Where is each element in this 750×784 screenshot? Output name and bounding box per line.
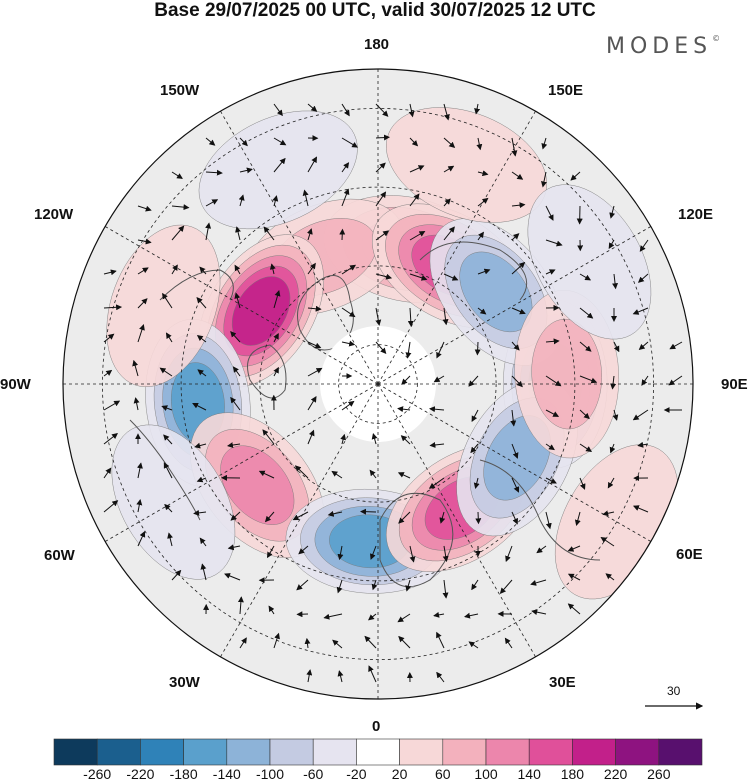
colorbar-bin-0	[54, 739, 97, 765]
colorbar-tick-label: 180	[561, 766, 584, 782]
lon-label-60e: 60E	[676, 546, 703, 563]
colorbar-tick-label: -180	[170, 766, 198, 782]
lon-label-30e: 30E	[549, 674, 576, 691]
colorbar-tick-labels: -260 -220 -180 -140 -100 -60 -20 20 60 100 140 180 2…	[0, 766, 750, 784]
wind-vector-107	[477, 342, 478, 355]
colorbar-tick-label: 60	[435, 766, 451, 782]
colorbar-tick-label: -260	[83, 766, 111, 782]
lon-label-30w: 30W	[169, 674, 200, 691]
lon-label-150w: 150W	[160, 82, 199, 99]
colorbar-tick-label: -220	[126, 766, 154, 782]
colorbar-tick-label: 20	[392, 766, 408, 782]
lon-label-120w: 120W	[34, 206, 73, 223]
colorbar-bin-6	[313, 739, 356, 765]
colorbar-tick-label: 100	[474, 766, 497, 782]
brand-logo: MODES©	[606, 34, 720, 59]
page-title: Base 29/07/2025 00 UTC, valid 30/07/2025…	[0, 0, 750, 22]
colorbar-tick-label: 260	[647, 766, 670, 782]
colorbar-tick-label: -100	[256, 766, 284, 782]
colorbar-bin-10	[486, 739, 529, 765]
colorbar	[54, 739, 702, 765]
colorbar-bin-9	[443, 739, 486, 765]
colorbar-tick-label: -140	[213, 766, 241, 782]
lon-label-90w: 90W	[0, 376, 31, 393]
reference-vector-label: 30	[667, 684, 680, 698]
colorbar-tick-label: -60	[303, 766, 323, 782]
wind-vector-190	[361, 512, 376, 513]
colorbar-bin-1	[97, 739, 140, 765]
colorbar-bin-7	[356, 739, 399, 765]
lon-label-180: 180	[364, 36, 389, 53]
wind-vector-52	[342, 230, 343, 240]
lon-label-90e: 90E	[721, 376, 748, 393]
colorbar-bin-13	[616, 739, 659, 765]
lon-label-0: 0	[372, 718, 380, 735]
colorbar-tick-label: 140	[518, 766, 541, 782]
colorbar-bin-11	[529, 739, 572, 765]
wind-vector-193	[478, 512, 479, 523]
lon-label-60w: 60W	[44, 547, 75, 564]
colorbar-tick-label: -20	[346, 766, 366, 782]
colorbar-bin-3	[184, 739, 227, 765]
colorbar-bin-4	[227, 739, 270, 765]
colorbar-bin-2	[140, 739, 183, 765]
lon-label-120e: 120E	[678, 206, 713, 223]
colorbar-bin-14	[659, 739, 702, 765]
colorbar-bin-5	[270, 739, 313, 765]
colorbar-tick-label: 220	[604, 766, 627, 782]
colorbar-bin-12	[572, 739, 615, 765]
colorbar-bin-8	[400, 739, 443, 765]
lon-label-150e: 150E	[548, 82, 583, 99]
